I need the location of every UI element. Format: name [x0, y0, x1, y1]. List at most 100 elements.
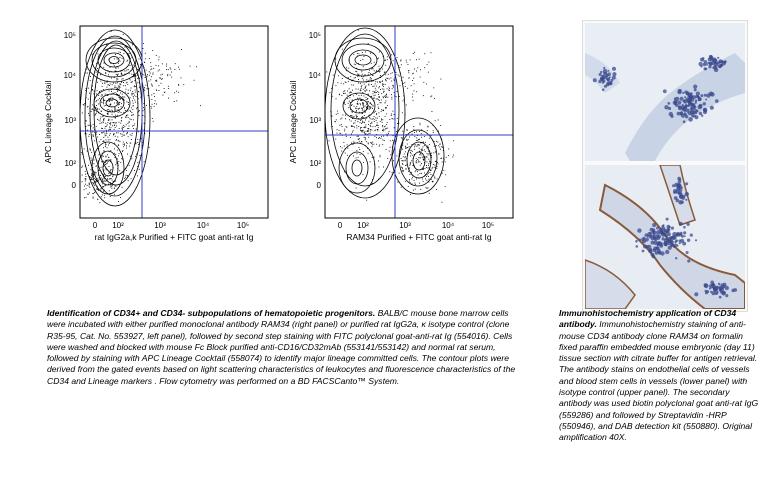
event-dot	[103, 105, 105, 107]
event-dot	[355, 114, 357, 116]
event-dot	[157, 70, 159, 72]
event-dot	[386, 96, 387, 98]
event-dot	[370, 106, 372, 108]
event-dot	[102, 121, 104, 123]
event-dot	[427, 146, 429, 148]
event-dot	[110, 129, 111, 131]
event-dot	[369, 161, 371, 163]
nucleus	[664, 105, 669, 110]
nucleus	[684, 191, 689, 197]
event-dot	[131, 94, 133, 96]
event-dot	[128, 103, 129, 105]
event-dot	[108, 74, 109, 76]
event-dot	[340, 82, 342, 84]
nucleus	[703, 67, 707, 71]
event-dot	[135, 96, 137, 97]
event-dot	[363, 109, 365, 111]
nucleus	[689, 233, 693, 237]
event-dot	[133, 128, 134, 130]
event-dot	[108, 118, 109, 120]
event-dot	[109, 83, 111, 85]
event-dot	[132, 96, 134, 97]
event-dot	[125, 91, 127, 93]
nucleus	[703, 60, 708, 64]
event-dot	[426, 167, 427, 168]
event-dot	[382, 96, 384, 98]
event-dot	[92, 134, 94, 136]
event-dot	[365, 108, 367, 110]
event-dot	[161, 79, 163, 80]
event-dot	[114, 152, 116, 154]
event-dot	[430, 170, 431, 171]
event-dot	[421, 136, 422, 138]
event-dot	[426, 161, 428, 163]
y-tick: 10⁵	[309, 31, 321, 40]
nucleus	[713, 60, 718, 65]
event-dot	[92, 167, 94, 169]
event-dot	[98, 95, 100, 96]
event-dot	[377, 127, 379, 129]
event-dot	[111, 179, 113, 181]
event-dot	[122, 99, 124, 101]
event-dot	[363, 121, 365, 123]
event-dot	[115, 180, 116, 182]
nucleus	[679, 96, 684, 101]
nucleus	[719, 290, 723, 294]
event-dot	[377, 106, 379, 108]
nucleus	[609, 81, 613, 85]
event-dot	[379, 144, 381, 146]
event-dot	[351, 111, 353, 113]
event-dot	[372, 118, 374, 119]
event-dot	[358, 147, 360, 148]
event-dot	[94, 153, 96, 155]
event-dot	[123, 124, 125, 126]
event-dot	[120, 51, 121, 53]
event-dot	[113, 125, 115, 126]
event-dot	[413, 90, 415, 92]
event-dot	[414, 132, 415, 133]
event-dot	[431, 157, 433, 159]
event-dot	[105, 142, 106, 144]
event-dot	[369, 107, 371, 109]
event-dot	[127, 89, 129, 91]
event-dot	[167, 85, 169, 87]
event-dot	[407, 87, 409, 89]
x-tick: 10⁴	[197, 221, 210, 230]
event-dot	[343, 145, 345, 147]
event-dot	[130, 178, 132, 180]
event-dot	[105, 169, 107, 171]
event-dot	[408, 168, 410, 170]
event-dot	[383, 128, 385, 130]
event-dot	[424, 156, 426, 158]
nucleus	[682, 194, 686, 198]
event-dot	[339, 93, 341, 95]
event-dot	[337, 82, 339, 84]
event-dot	[103, 118, 105, 119]
event-dot	[358, 95, 360, 97]
event-dot	[111, 91, 112, 92]
event-dot	[361, 127, 363, 128]
event-dot	[96, 62, 97, 64]
event-dot	[91, 173, 92, 175]
event-dot	[96, 178, 98, 180]
event-dot	[104, 133, 106, 135]
nucleus	[603, 72, 606, 75]
event-dot	[91, 178, 93, 180]
event-dot	[417, 135, 418, 136]
event-dot	[346, 144, 348, 146]
event-dot	[119, 86, 121, 88]
event-dot	[435, 140, 437, 142]
event-dot	[410, 172, 412, 173]
event-dot	[125, 170, 127, 171]
event-dot	[122, 134, 124, 136]
event-dot	[94, 109, 96, 111]
event-dot	[332, 74, 334, 76]
nucleus	[710, 280, 715, 285]
event-dot	[417, 139, 419, 140]
event-dot	[85, 183, 86, 185]
event-dot	[363, 105, 365, 107]
event-dot	[423, 159, 425, 160]
event-dot	[376, 124, 378, 126]
x-tick: 10³	[399, 221, 411, 230]
event-dot	[344, 104, 346, 105]
